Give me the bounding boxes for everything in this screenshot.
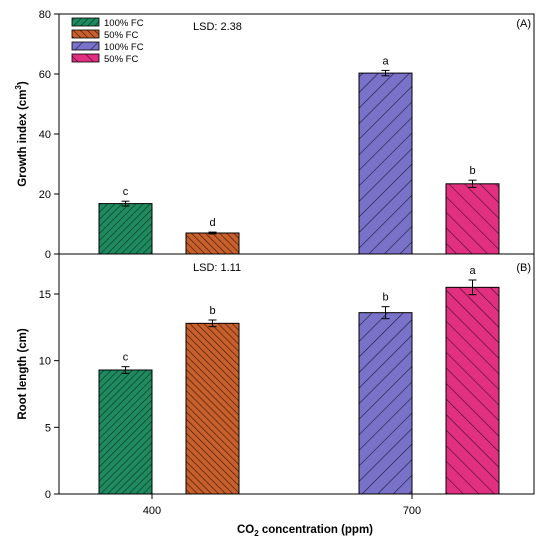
panel-label: (B) [516,262,531,274]
lsd-note: LSD: 2.38 [193,21,242,33]
legend-swatch [71,41,100,51]
bar [358,312,413,495]
significance-letter: b [382,292,388,304]
y-tick-label: 60 [39,69,51,81]
bar [98,369,153,495]
legend-swatch [71,29,100,39]
x-axis-title: CO2 concentration (ppm) [237,524,373,538]
legend-label: 50% FC [104,30,138,41]
y-tick-label: 0 [45,489,51,501]
significance-letter: c [123,352,129,364]
bar [445,286,500,495]
panel-growth-index: 0 20 40 60 80 Growth index (cm3) LSD: 2.38 (A) c… [14,9,535,261]
lsd-note: LSD: 1.11 [193,262,241,274]
significance-letter: d [209,217,215,229]
legend-label: 50% FC [104,54,138,65]
legend-swatch [71,17,100,27]
y-tick-label: 20 [39,189,51,201]
y-tick-label: 5 [45,422,51,434]
y-tick-label: 15 [39,289,51,301]
bar [358,72,413,255]
significance-letter: a [382,55,389,67]
bar [185,232,240,255]
y-tick-label: 40 [39,129,51,141]
legend-swatch [71,53,100,63]
panel-label: (A) [516,18,531,30]
y-axis-title: Root length (cm) [17,328,29,420]
panel-root-length: 0 5 10 15 Root length (cm) LSD: 1.11 (B) c b b a 40… [17,253,535,517]
plot-frame [58,253,535,495]
bar [445,183,500,255]
legend-label: 100% FC [104,18,144,29]
significance-letter: b [469,165,475,177]
y-tick-label: 0 [45,249,51,261]
bar [185,322,240,495]
y-axis-title: Growth index (cm3) [14,81,29,187]
bar [98,203,153,255]
significance-letter: a [469,265,476,277]
x-tick-label: 400 [143,505,161,517]
x-tick-label: 700 [403,505,421,517]
y-tick-label: 80 [39,9,51,21]
legend-label: 100% FC [104,42,144,53]
y-tick-label: 10 [39,356,51,368]
significance-letter: c [123,186,129,198]
significance-letter: b [209,305,215,317]
